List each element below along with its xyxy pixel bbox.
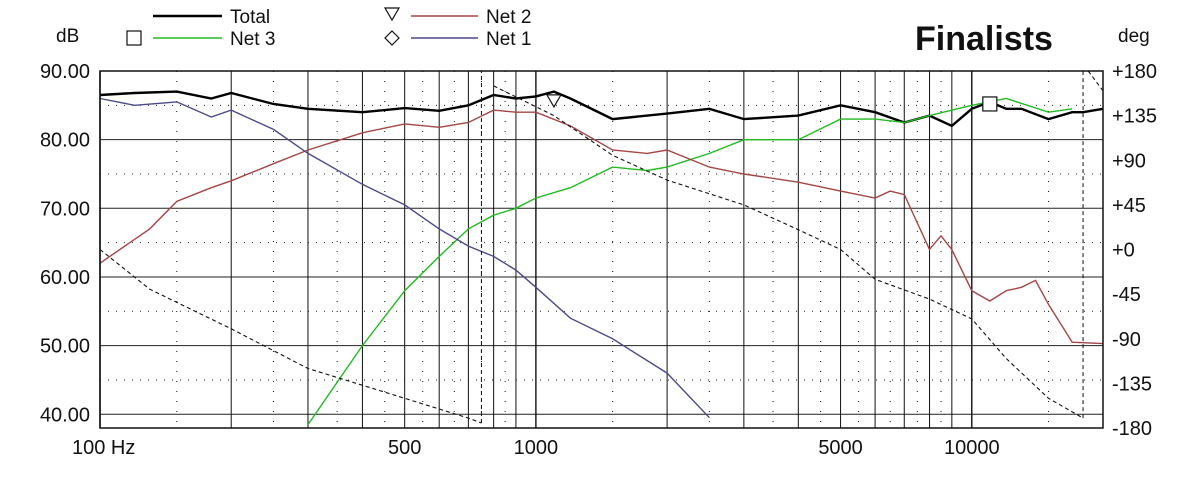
y2-tick-label: -135: [1112, 373, 1152, 395]
y2-tick-label: +180: [1112, 61, 1157, 83]
plot-frame: [99, 70, 1104, 429]
series-line-net-3: [307, 97, 1073, 425]
phase-line: [99, 249, 482, 424]
y2-tick-label: +45: [1112, 195, 1146, 217]
series-layer: [99, 70, 1104, 425]
x-tick-label: 10000: [944, 437, 1000, 459]
y-tick-label: 90.00: [40, 61, 90, 83]
y-tick-label: 40.00: [40, 404, 90, 426]
legend-triangle-marker: [383, 7, 401, 22]
y-tick-label: 50.00: [40, 336, 90, 358]
legend-label: Total: [230, 7, 270, 28]
legend-label: Net 3: [230, 29, 275, 50]
net-2-marker: [545, 94, 562, 109]
series-line-total: [99, 90, 1104, 128]
legend-label: Net 1: [486, 29, 531, 50]
phase-line: [493, 85, 1084, 419]
y-tick-label: 60.00: [40, 267, 90, 289]
y-tick-label: 80.00: [40, 130, 90, 152]
x-tick-label: 1000: [514, 437, 559, 459]
y2-axis-label: deg: [1118, 26, 1150, 47]
y2-tick-label: +0: [1112, 240, 1135, 262]
series-line-net-2: [99, 109, 1104, 345]
y-axis-label: dB: [56, 26, 79, 47]
x-tick-label: 100 Hz: [72, 437, 135, 459]
series-line-net-1: [99, 97, 710, 419]
legend-square-marker: [126, 30, 142, 46]
chart-title: Finalists: [915, 20, 1053, 58]
y2-tick-label: -180: [1112, 418, 1152, 440]
legend-label: Net 2: [486, 7, 531, 28]
y-tick-label: 70.00: [40, 198, 90, 220]
y2-tick-label: -90: [1112, 329, 1141, 351]
y2-tick-label: +90: [1112, 150, 1146, 172]
legend-diamond-marker: [384, 30, 400, 46]
y2-tick-label: -45: [1112, 284, 1141, 306]
x-tick-label: 5000: [818, 437, 863, 459]
grid: [99, 70, 1104, 428]
axes: 90.00 80.00 70.00 60.00 50.00 40.00 +180 +135 +9…: [40, 61, 1157, 459]
y2-tick-label: +135: [1112, 106, 1157, 128]
x-tick-label: 500: [388, 437, 421, 459]
net-3-marker: [982, 96, 998, 112]
